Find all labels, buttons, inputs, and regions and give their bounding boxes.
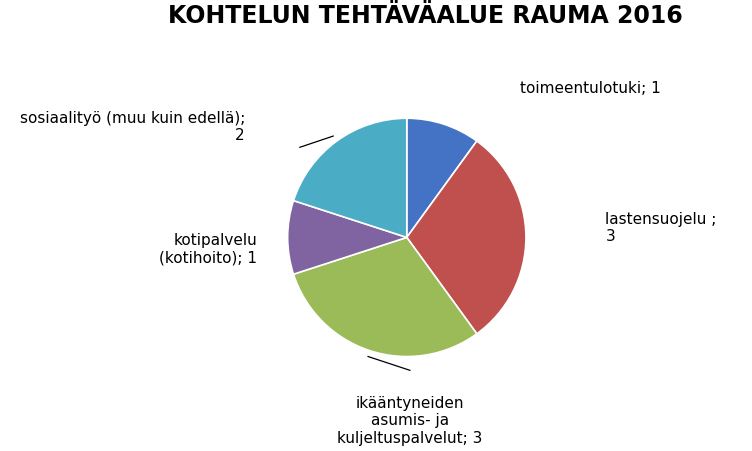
Title: KOHTELUN TEHTÄVÄALUE RAUMA 2016: KOHTELUN TEHTÄVÄALUE RAUMA 2016 <box>168 4 683 28</box>
Wedge shape <box>288 201 407 275</box>
Wedge shape <box>407 119 477 238</box>
Text: kotipalvelu
(kotihoito); 1: kotipalvelu (kotihoito); 1 <box>159 232 257 265</box>
Text: ikääntyneiden
asumis- ja
kuljeltuspalvelut; 3: ikääntyneiden asumis- ja kuljeltuspalvel… <box>337 395 483 445</box>
Wedge shape <box>293 119 407 238</box>
Text: toimeentulotuki; 1: toimeentulotuki; 1 <box>520 81 660 96</box>
Wedge shape <box>407 142 526 334</box>
Text: sosiaalityö (muu kuin edellä);
2: sosiaalityö (muu kuin edellä); 2 <box>20 110 245 143</box>
Wedge shape <box>293 238 477 357</box>
Text: lastensuojelu ;
3: lastensuojelu ; 3 <box>605 211 717 244</box>
